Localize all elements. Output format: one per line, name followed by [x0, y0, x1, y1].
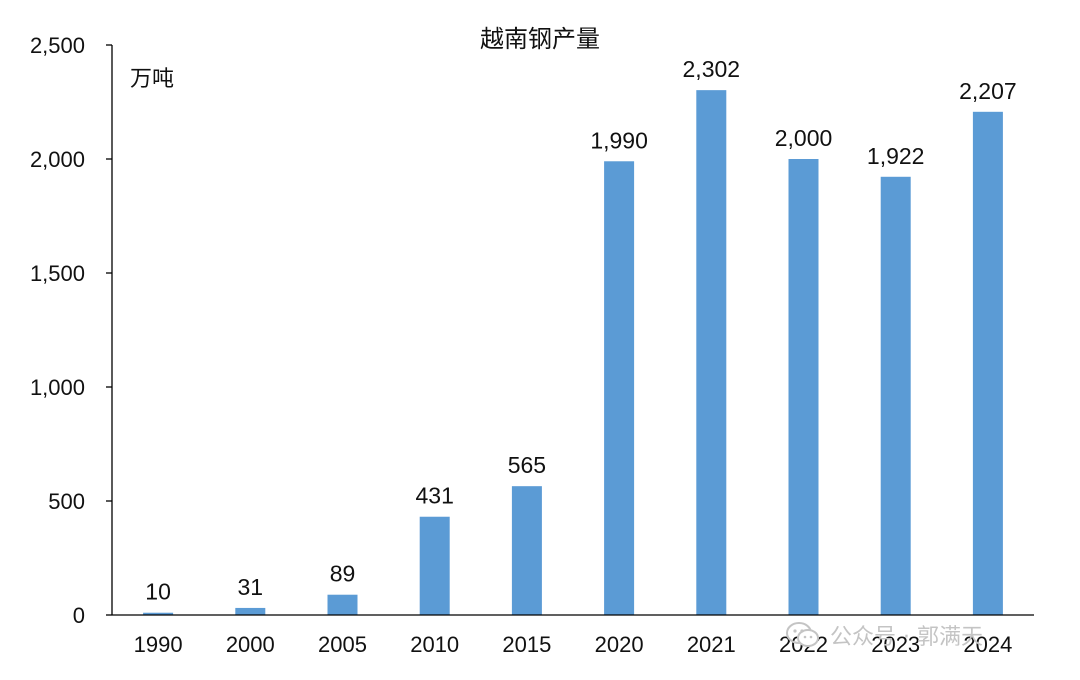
y-tick-label: 1,500: [30, 261, 85, 286]
bar-2005: [327, 594, 358, 615]
bar-2024: [972, 111, 1003, 615]
bar-2021: [696, 90, 727, 616]
data-label-2015: 565: [508, 452, 546, 478]
y-tick-label: 0: [73, 603, 85, 628]
bar-2020: [604, 161, 635, 615]
unit-label: 万吨: [130, 66, 174, 91]
y-tick-label: 500: [48, 489, 85, 514]
data-label-1990: 10: [145, 579, 171, 605]
data-labels: 10 31 89 431 565 1,990 2,302 2,000 1,922 2,207: [145, 56, 1016, 605]
bar-2022: [788, 159, 819, 615]
data-label-2024: 2,207: [959, 78, 1017, 104]
data-label-2020: 1,990: [590, 127, 648, 153]
bar-2010: [419, 516, 450, 615]
x-tick-label-2000: 2000: [226, 632, 275, 657]
bar-2000: [235, 607, 266, 615]
data-label-2005: 89: [330, 561, 356, 587]
x-tick-label-2021: 2021: [687, 632, 736, 657]
bar-1990: [143, 612, 174, 615]
x-tick-label-1990: 1990: [134, 632, 183, 657]
x-tick-label-2023: 2023: [871, 632, 920, 657]
y-tick-label: 2,000: [30, 147, 85, 172]
bars: [143, 90, 1003, 616]
data-label-2010: 431: [416, 483, 454, 509]
chart-title: 越南钢产量: [480, 26, 600, 53]
y-tick-label: 2,500: [30, 33, 85, 58]
x-tick-label-2022: 2022: [779, 632, 828, 657]
x-tick-label-2020: 2020: [595, 632, 644, 657]
y-tick-label: 1,000: [30, 375, 85, 400]
x-tick-label-2010: 2010: [410, 632, 459, 657]
x-tick-label-2024: 2024: [963, 632, 1012, 657]
x-axis-labels: 1990 2000 2005 2010 2015 2020 2021 2022 2023 2024: [134, 632, 1013, 657]
data-label-2000: 31: [238, 574, 264, 600]
y-axis-ticks: 0 500 1,000 1,500 2,000 2,500: [30, 33, 112, 628]
x-tick-label-2005: 2005: [318, 632, 367, 657]
data-label-2023: 1,922: [867, 143, 925, 169]
x-tick-label-2015: 2015: [502, 632, 551, 657]
data-label-2021: 2,302: [683, 56, 741, 82]
data-label-2022: 2,000: [775, 125, 833, 151]
bar-2015: [511, 486, 542, 615]
bar-2023: [880, 176, 911, 615]
